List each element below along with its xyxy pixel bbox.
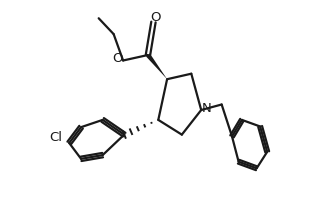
Text: O: O [150, 11, 160, 24]
Text: N: N [202, 102, 211, 116]
Polygon shape [146, 53, 167, 79]
Text: O: O [112, 52, 123, 65]
Text: Cl: Cl [49, 131, 62, 144]
